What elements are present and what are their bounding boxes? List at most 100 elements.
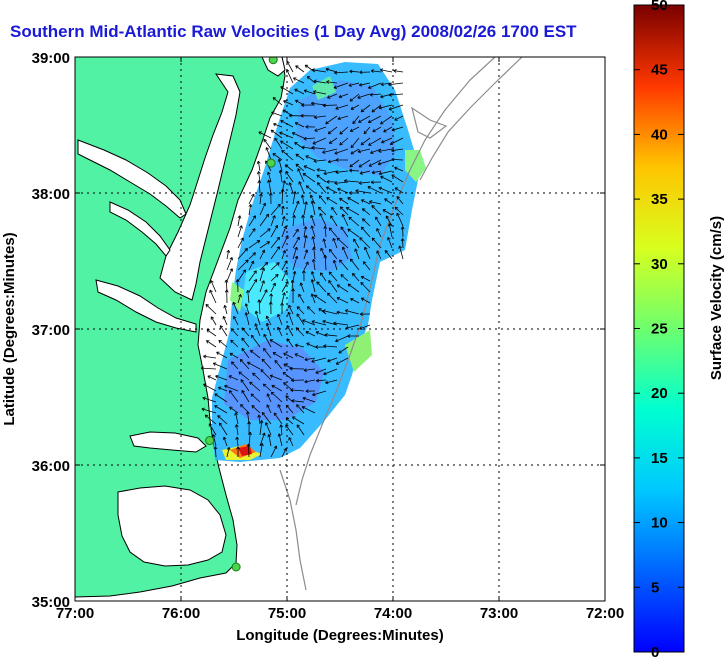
vector-head [281,216,285,219]
vector-head [348,216,352,219]
vector-head [311,359,315,362]
velocity-vector [278,158,283,172]
vector-head [226,289,229,293]
vector-head [288,182,290,186]
vector-head [266,171,269,176]
vector-head [256,160,259,165]
vector-head [262,411,266,414]
velocity-vector [281,448,287,458]
vector-head [261,420,264,424]
vector-head [249,381,253,383]
y-axis-label: Latitude (Degrees:Minutes) [1,232,18,425]
x-tick-label: 73:00 [480,605,518,622]
vector-head [323,171,327,175]
velocity-vector [318,195,327,205]
vector-head [205,304,208,308]
velocity-vector [259,267,265,282]
vector-head [322,152,326,154]
velocity-vector [301,194,305,205]
vector-head [265,213,269,216]
vector-head [313,80,317,84]
velocity-vector [289,182,294,194]
vector-head [363,132,368,135]
colorbar-tick-label: 10 [651,515,668,532]
vector-head [224,289,228,293]
velocity-vector [259,280,265,293]
vector-head [200,366,204,369]
velocity-vector [280,86,294,95]
vector-head [250,393,255,395]
vector-head [342,213,346,217]
vector-head [294,246,298,250]
velocity-vector [214,393,228,403]
velocity-vector [323,238,327,249]
vector-head [295,327,300,329]
vector-head [217,415,221,417]
vector-head [352,273,354,277]
vector-head [246,248,248,252]
velocity-vector [229,352,239,359]
velocity-vector [352,273,360,282]
y-tick-label: 35:00 [32,594,70,611]
velocity-vector [292,247,298,260]
vector-head [241,390,245,393]
vector-head [360,108,363,112]
velocity-vector [303,165,316,172]
velocity-vector [248,240,261,249]
vector-head [280,120,283,124]
velocity-vector [281,149,294,161]
vector-head [304,249,308,253]
vector-head [391,148,395,152]
vector-head [393,69,397,72]
velocity-vector [378,159,393,165]
vector-head [327,358,330,362]
vector-head [310,293,313,297]
vector-head [269,339,272,343]
vector-head [352,272,356,275]
vector-head [239,215,242,219]
vector-head [299,282,301,286]
vector-head [323,371,326,375]
vector-head [304,89,308,91]
velocity-vector [300,282,305,293]
velocity-vector [254,323,261,337]
vector-head [270,293,274,297]
velocity-vector [349,159,360,168]
vector-head [313,258,316,262]
x-tick-label: 77:00 [56,605,94,622]
vector-head [327,95,330,99]
vector-head [327,292,331,295]
vector-head [236,436,240,440]
vector-head [212,434,216,437]
velocity-vector [394,187,404,194]
vector-head [255,323,258,326]
velocity-vector [237,215,241,227]
vector-head [316,174,319,178]
vector-head [248,443,251,447]
vector-head [223,436,227,440]
vector-head [372,128,375,132]
vector-head [214,393,217,397]
velocity-vector [274,137,283,150]
velocity-vector [357,148,371,153]
vector-head [241,327,245,330]
vector-head [332,238,334,242]
vector-head [284,164,287,168]
vector-head [315,331,319,335]
vector-head [276,246,280,249]
vector-head [347,283,350,288]
vector-head [347,335,351,338]
velocity-vector [314,115,327,118]
vector-head [284,292,286,296]
vector-head [350,258,354,261]
vector-head [283,448,287,451]
vector-head [275,274,279,276]
vector-head [273,122,277,125]
velocity-vector [333,260,338,271]
vector-head [288,304,292,308]
vector-head [257,414,260,418]
velocity-vector [270,129,283,139]
vector-head [372,237,376,240]
vector-head [358,182,362,185]
velocity-vector [224,305,228,315]
